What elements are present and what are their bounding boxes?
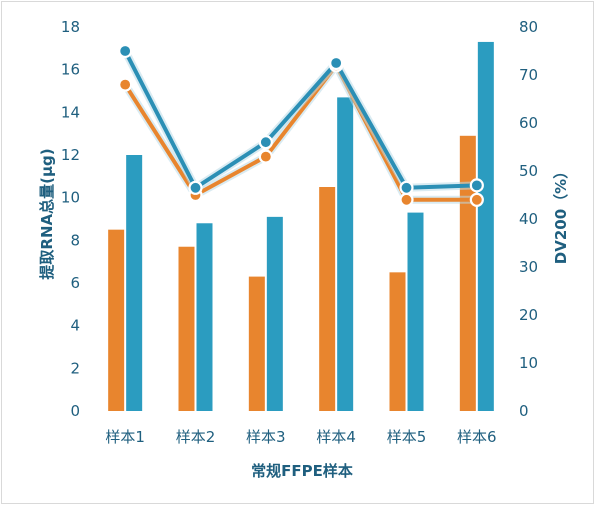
bar-1-3 — [248, 276, 265, 411]
left-tick-label: 10 — [61, 189, 80, 207]
bar-1-6 — [459, 135, 476, 412]
line-2-point-1 — [118, 43, 133, 59]
right-axis-ticks: 0 10 20 30 40 50 60 70 80 — [519, 18, 538, 420]
line-1 — [123, 63, 477, 202]
line-2-point-6 — [469, 178, 484, 193]
left-tick-label: 12 — [61, 146, 80, 164]
bar-1-2 — [178, 246, 195, 411]
category-label: 样本1 — [105, 428, 145, 446]
left-tick-label: 0 — [70, 402, 80, 420]
left-axis-ticks: 0 2 4 6 8 10 12 14 16 18 — [61, 18, 80, 420]
left-tick-label: 14 — [61, 103, 80, 121]
bar-1-1 — [108, 229, 125, 411]
right-tick-label: 40 — [519, 210, 538, 228]
bar-2-4 — [337, 97, 354, 412]
left-tick-label: 16 — [61, 61, 80, 79]
left-tick-label: 8 — [70, 231, 80, 249]
line-2-point-4 — [329, 55, 344, 71]
line-1-point-3 — [258, 149, 273, 164]
left-tick-label: 6 — [70, 274, 80, 292]
right-tick-label: 80 — [519, 18, 538, 36]
right-tick-label: 30 — [519, 258, 538, 276]
category-labels: 样本1 样本2 样本3 样本4 样本5 样本6 — [105, 428, 496, 446]
line-1-point-5 — [399, 192, 414, 207]
line-series — [118, 43, 484, 207]
bar-series — [108, 41, 494, 412]
bar-2-1 — [126, 155, 143, 411]
right-tick-label: 0 — [519, 402, 529, 420]
left-axis-title: 提取RNA总量(μg) — [38, 148, 56, 279]
left-tick-label: 18 — [61, 18, 80, 36]
category-label: 样本6 — [457, 428, 497, 446]
category-label: 样本2 — [176, 428, 216, 446]
bar-1-5 — [389, 272, 406, 411]
right-axis-title: DV200（%） — [552, 164, 570, 264]
bar-2-6 — [477, 41, 494, 411]
line-2 — [123, 50, 477, 190]
x-axis-title: 常规FFPE样本 — [251, 462, 353, 480]
right-tick-label: 70 — [519, 66, 538, 84]
right-tick-label: 10 — [519, 354, 538, 372]
line-2-point-5 — [399, 180, 414, 195]
category-label: 样本4 — [316, 428, 356, 446]
bar-2-2 — [196, 223, 213, 411]
category-label: 样本3 — [246, 428, 286, 446]
line-2-point-2 — [188, 180, 203, 195]
line-2-point-3 — [258, 135, 273, 150]
right-tick-label: 60 — [519, 114, 538, 132]
left-tick-label: 2 — [70, 359, 80, 377]
left-tick-label: 4 — [70, 317, 80, 335]
line-1-point-6 — [469, 192, 484, 207]
bar-2-5 — [407, 212, 424, 411]
line-1-point-1 — [118, 77, 133, 92]
right-tick-label: 50 — [519, 162, 538, 180]
right-tick-label: 20 — [519, 306, 538, 324]
bar-2-3 — [266, 216, 283, 411]
line-1-glow — [121, 61, 477, 204]
bar-1-4 — [319, 187, 336, 411]
category-label: 样本5 — [387, 428, 427, 446]
